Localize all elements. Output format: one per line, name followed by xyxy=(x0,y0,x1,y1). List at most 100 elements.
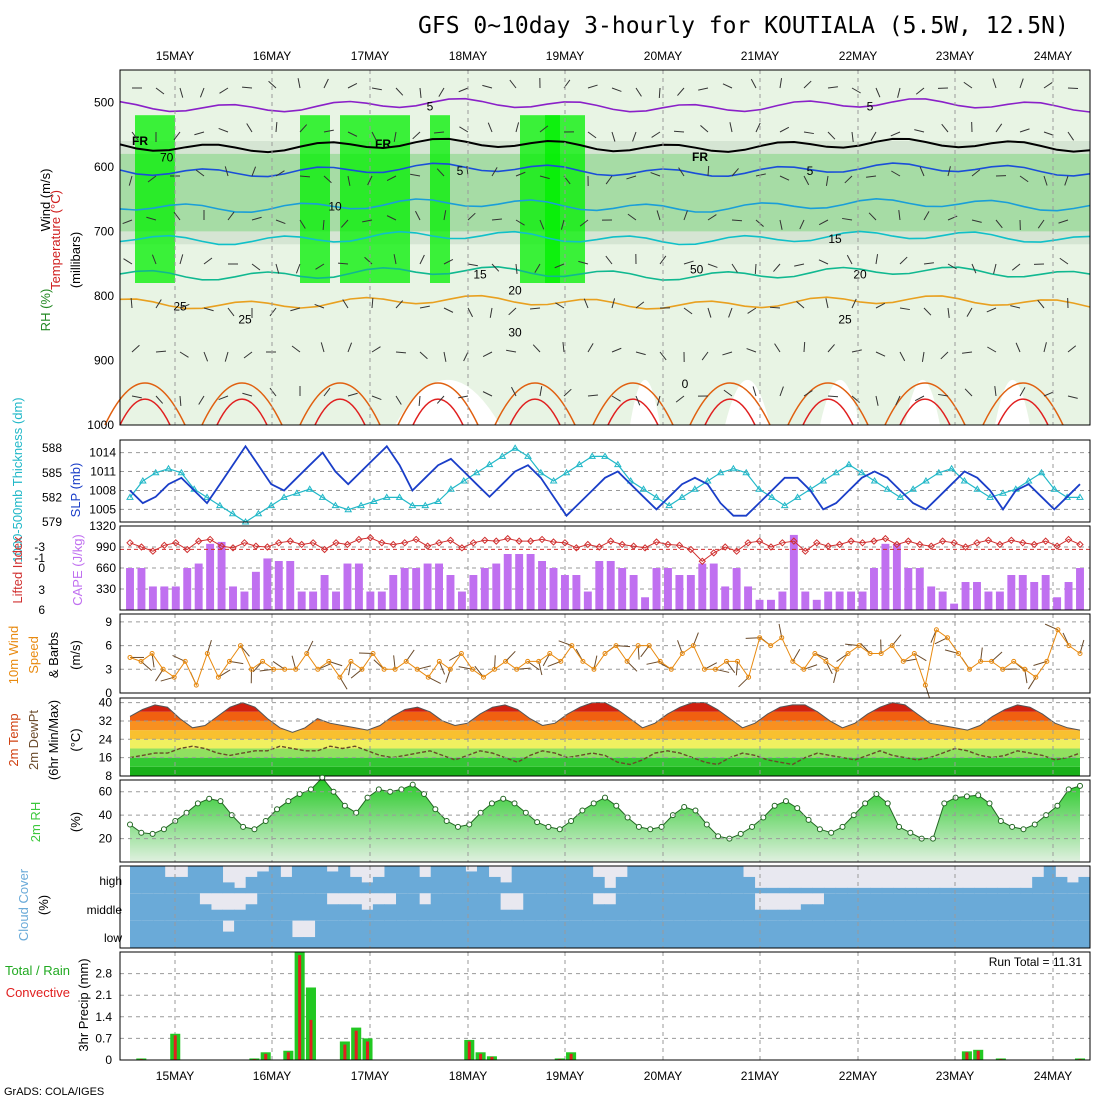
wind-barb xyxy=(539,175,550,180)
isotherm-label: 5 xyxy=(457,164,464,178)
wind-speed-line xyxy=(129,628,1081,687)
wind-barb xyxy=(773,263,781,272)
cloud-cell xyxy=(199,920,212,948)
wind-tick: 3 xyxy=(105,662,112,676)
cloud-cell xyxy=(476,920,490,948)
wind-barb xyxy=(155,395,164,404)
cloud-cell xyxy=(349,876,362,894)
rh-contour-label: 50 xyxy=(690,262,704,276)
precip-axis-label: 3hr Precip (mm) xyxy=(76,958,91,1051)
cape-bar xyxy=(480,568,489,610)
cloud-cell xyxy=(627,866,640,894)
wind-barb xyxy=(1043,131,1054,136)
wind-speed-marker xyxy=(392,666,398,672)
bottom-date-axis: 15MAY 16MAY 17MAY 18MAY 19MAY 20MAY 21MAY 22MAY… xyxy=(156,1069,1072,1083)
cloud-cell xyxy=(315,866,328,894)
wind-barb xyxy=(323,129,334,133)
precip-convective-bar xyxy=(173,1035,177,1060)
date-label-bottom: 21MAY xyxy=(741,1069,779,1083)
cloud-cell xyxy=(592,876,605,894)
cloud-cell xyxy=(511,909,524,921)
cloud-cell xyxy=(361,909,374,921)
cloud-cell xyxy=(870,887,883,894)
wind-barb xyxy=(1019,175,1029,183)
wind-speed-marker xyxy=(602,651,608,656)
precip-convective-bar xyxy=(365,1041,370,1060)
cloud-cell xyxy=(731,893,744,921)
cloud-cell xyxy=(245,876,258,894)
thickness-marker xyxy=(665,501,674,509)
cloud-cell xyxy=(164,893,177,921)
wind-barb xyxy=(1011,263,1021,271)
wind-frame xyxy=(119,613,1091,694)
wind-speed-marker xyxy=(304,651,310,656)
cape-tick: 660 xyxy=(96,561,116,575)
cloud-label-line1: Cloud Cover xyxy=(16,868,31,941)
thickness-marker xyxy=(601,452,609,459)
cloud-cell xyxy=(858,920,871,948)
thickness-marker xyxy=(780,501,789,509)
cloud-cell xyxy=(1055,876,1068,894)
cape-bar xyxy=(160,586,169,610)
cape-bar xyxy=(377,591,386,610)
wind-barb xyxy=(419,254,425,265)
rh-marker xyxy=(997,818,1004,824)
wind-barb xyxy=(1067,87,1079,90)
wind-barb xyxy=(224,351,229,362)
rh-moist-column xyxy=(300,115,330,283)
cloud-cell xyxy=(500,920,513,948)
cape-bar xyxy=(229,586,237,610)
wind-barb xyxy=(941,123,949,133)
thickness-marker xyxy=(819,477,828,484)
cape-bar xyxy=(1018,575,1027,610)
wind-barb xyxy=(966,307,973,317)
cloud-cell xyxy=(592,920,605,948)
thickness-marker xyxy=(999,489,1007,496)
cloud-cell xyxy=(1055,920,1068,948)
wind-speed-marker xyxy=(204,651,210,656)
wind-barb xyxy=(251,216,262,221)
wind-barb xyxy=(347,175,351,186)
wind-barb xyxy=(299,124,308,133)
wind-barb xyxy=(491,167,498,177)
thickness-marker xyxy=(215,501,224,509)
cloud-cell xyxy=(685,893,698,921)
thickness-marker xyxy=(511,444,520,451)
lifted-index-marker xyxy=(973,539,981,547)
cloud-cell xyxy=(904,887,918,894)
wind-barb xyxy=(340,219,349,228)
wind-barb xyxy=(555,302,565,309)
cloud-cell xyxy=(615,920,628,948)
wind-barb xyxy=(971,219,982,223)
cloud-cell xyxy=(523,866,536,894)
pressure-tick: 500 xyxy=(94,95,114,109)
wind-barb xyxy=(179,303,190,309)
isotherm-line xyxy=(119,162,1091,178)
precip-convective-bar xyxy=(264,1053,268,1060)
precip-convective-bar xyxy=(354,1030,358,1060)
wind-barb xyxy=(794,263,805,267)
wind-barb xyxy=(1067,345,1077,353)
date-label-top: 21MAY xyxy=(741,49,779,63)
cloud-cell xyxy=(1078,876,1091,894)
lifted-index-marker xyxy=(984,536,993,544)
wind-barb xyxy=(923,262,934,265)
lifted-index-marker xyxy=(366,534,375,542)
wind-speed-marker xyxy=(967,666,973,672)
lifted-index-marker xyxy=(149,547,157,555)
cloud-cell xyxy=(823,893,837,921)
cloud-cell xyxy=(280,920,293,948)
rh-marker xyxy=(274,806,281,813)
cloud-cell xyxy=(939,920,952,948)
hot-isotherm-arch xyxy=(899,398,951,426)
wind-barb xyxy=(219,87,229,94)
lifted-index-marker xyxy=(526,537,535,545)
lifted-index-marker xyxy=(641,544,649,552)
lifted-index-tick: 6 xyxy=(38,603,45,617)
wind-barb xyxy=(482,391,493,397)
rh-marker xyxy=(986,800,993,807)
cloud-cell xyxy=(835,920,848,948)
cloud-cell xyxy=(419,904,432,921)
wind-barb xyxy=(122,219,133,225)
wind-barb xyxy=(842,217,853,221)
